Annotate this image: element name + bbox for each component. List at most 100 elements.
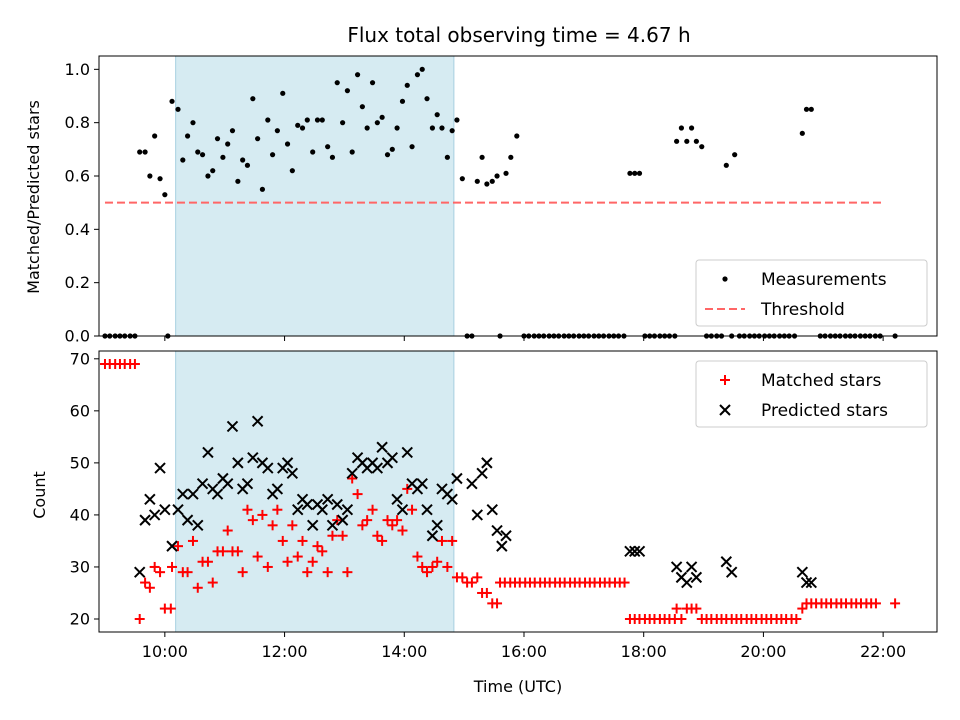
measurement-point bbox=[175, 106, 181, 112]
matched-point bbox=[317, 546, 328, 557]
predicted-point bbox=[805, 576, 818, 589]
measurement-point bbox=[359, 104, 365, 110]
predicted-point bbox=[148, 509, 161, 521]
matched-point bbox=[457, 572, 468, 583]
measurement-point bbox=[244, 162, 251, 168]
measurement-point bbox=[627, 170, 633, 176]
ratio-y-tick-label: 0.8 bbox=[65, 113, 90, 132]
counts-y-tick-label: 70 bbox=[70, 349, 90, 368]
predicted-point bbox=[421, 504, 433, 516]
predicted-point bbox=[446, 493, 458, 506]
matched-point bbox=[165, 603, 176, 614]
matched-point bbox=[442, 561, 453, 572]
matched-point bbox=[619, 577, 630, 588]
matched-point bbox=[262, 561, 273, 572]
measurement-point bbox=[334, 80, 340, 86]
measurement-point bbox=[364, 125, 370, 131]
measurement-point bbox=[399, 98, 406, 104]
measurement-point bbox=[389, 146, 395, 152]
matched-point bbox=[267, 520, 278, 531]
predicted-point bbox=[401, 446, 413, 459]
matched-point bbox=[297, 535, 308, 546]
predicted-point bbox=[241, 477, 254, 490]
matched-point bbox=[237, 567, 248, 578]
matched-point bbox=[372, 530, 383, 541]
measurement-point bbox=[808, 106, 814, 112]
measurement-point bbox=[310, 149, 316, 155]
measurement-point bbox=[369, 80, 376, 86]
matched-point bbox=[149, 561, 160, 572]
measurement-point bbox=[284, 141, 291, 147]
predicted-point bbox=[172, 504, 184, 516]
predicted-point bbox=[159, 504, 171, 516]
matched-point bbox=[327, 530, 338, 541]
predicted-point bbox=[226, 420, 239, 433]
matched-point bbox=[422, 567, 433, 578]
ratio-legend: Measurements Threshold bbox=[695, 259, 928, 327]
predicted-point bbox=[336, 514, 349, 526]
measurement-point bbox=[280, 90, 286, 96]
matched-point bbox=[129, 359, 140, 370]
predicted-point bbox=[416, 477, 428, 490]
predicted-point bbox=[341, 504, 354, 516]
measurement-point bbox=[799, 130, 805, 136]
matched-point bbox=[357, 520, 368, 531]
measurement-point bbox=[199, 152, 206, 158]
measurement-point bbox=[214, 136, 221, 142]
matched-point bbox=[187, 535, 198, 546]
measurement-point bbox=[354, 72, 361, 78]
measurement-point bbox=[409, 144, 415, 150]
predicted-point bbox=[386, 451, 399, 464]
measurement-point bbox=[429, 125, 436, 131]
predicted-point bbox=[800, 576, 813, 589]
predicted-point bbox=[331, 498, 343, 511]
measurement-point bbox=[195, 149, 201, 155]
measurement-point bbox=[142, 149, 148, 155]
matched-point bbox=[397, 525, 408, 536]
measurement-point bbox=[225, 141, 231, 147]
predicted-point bbox=[221, 477, 234, 490]
matched-point bbox=[412, 551, 423, 562]
matched-point bbox=[392, 515, 403, 526]
matched-point bbox=[217, 546, 228, 557]
measurement-point bbox=[220, 154, 226, 160]
predicted-point bbox=[144, 493, 156, 506]
counts-legend: Matched stars Predicted stars bbox=[695, 360, 928, 428]
measurement-point bbox=[674, 138, 680, 144]
measurement-point bbox=[688, 125, 695, 131]
predicted-point bbox=[271, 483, 284, 495]
matched-point bbox=[182, 567, 193, 578]
matched-point bbox=[134, 613, 145, 624]
matched-point bbox=[352, 489, 363, 500]
counts-x-tick-label: 16:00 bbox=[501, 642, 547, 661]
measurement-point bbox=[259, 186, 266, 192]
predicted-point bbox=[725, 566, 738, 578]
measurement-point bbox=[169, 98, 175, 104]
measurement-point bbox=[374, 120, 380, 126]
matched-point bbox=[282, 556, 293, 567]
legend-marker-matched bbox=[720, 375, 730, 385]
measurement-point bbox=[265, 117, 271, 123]
predicted-point bbox=[251, 415, 264, 427]
matched-point bbox=[890, 598, 901, 609]
matched-point bbox=[362, 515, 373, 526]
measurement-point bbox=[434, 112, 440, 118]
measurement-point bbox=[289, 168, 295, 174]
measurement-point bbox=[699, 144, 705, 150]
counts-y-tick-label: 50 bbox=[70, 453, 90, 472]
matched-point bbox=[302, 567, 313, 578]
matched-point bbox=[247, 515, 258, 526]
matched-point bbox=[417, 561, 428, 572]
legend-label: Measurements bbox=[761, 270, 887, 290]
matched-point bbox=[466, 577, 477, 588]
predicted-point bbox=[451, 472, 463, 485]
predicted-point bbox=[629, 545, 641, 558]
predicted-point bbox=[500, 530, 512, 542]
measurement-point bbox=[299, 125, 306, 131]
matched-point bbox=[155, 567, 166, 578]
counts-y-axis-label: Count bbox=[30, 471, 49, 519]
predicted-point bbox=[133, 566, 146, 578]
predicted-point bbox=[301, 498, 314, 511]
